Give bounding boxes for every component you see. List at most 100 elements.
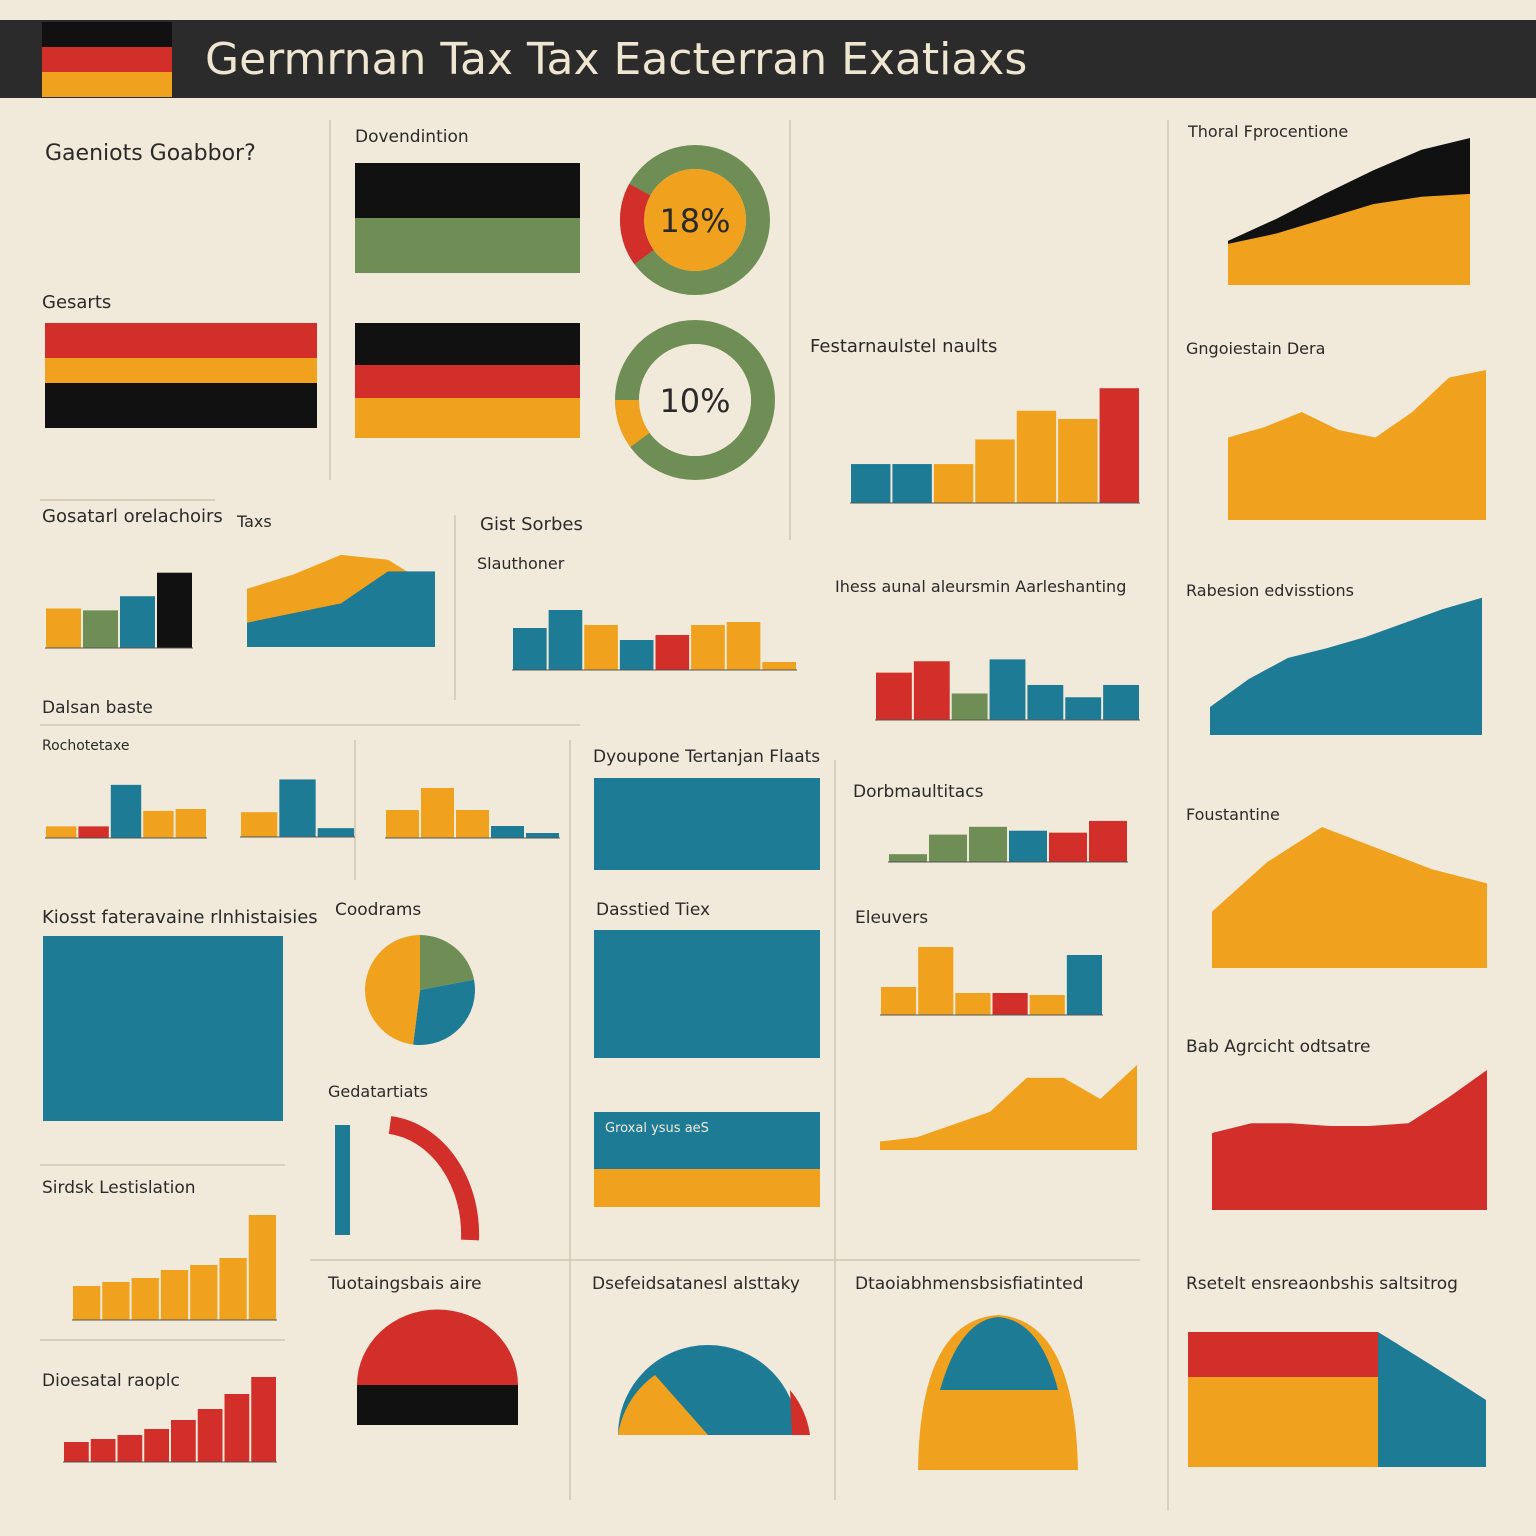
gauge <box>335 1116 480 1241</box>
bar <box>1029 995 1065 1015</box>
area <box>1228 370 1486 520</box>
donut-label: 10% <box>659 382 730 420</box>
heading: Rabesion edvisstions <box>1186 581 1354 600</box>
bar <box>175 809 206 838</box>
donut-label: 18% <box>659 202 730 240</box>
bar <box>929 834 967 862</box>
bar <box>241 812 278 837</box>
bar <box>918 947 954 1015</box>
donut-center <box>644 169 746 271</box>
heading: Gngoiestain Dera <box>1186 339 1325 358</box>
info-box <box>594 930 820 1058</box>
bar <box>951 693 988 720</box>
bar <box>157 572 192 648</box>
bar <box>251 1377 276 1462</box>
bar <box>248 1215 276 1320</box>
dome-flag <box>357 1309 518 1425</box>
bar <box>317 828 354 837</box>
bar <box>224 1394 250 1462</box>
heading: Dyoupone Tertanjan Flaats <box>593 747 820 767</box>
flag-area <box>1188 1332 1486 1467</box>
bar <box>876 672 912 720</box>
info-box <box>43 936 283 1121</box>
bar <box>171 1420 196 1462</box>
bar <box>548 610 583 670</box>
heading: Dtaoiabhmensbsisfiatinted <box>855 1274 1083 1294</box>
bar <box>992 993 1028 1015</box>
bar <box>190 1265 218 1320</box>
heading: Coodrams <box>335 900 421 920</box>
bar <box>913 661 950 720</box>
area <box>247 571 435 647</box>
bar <box>584 625 618 670</box>
heading: Sirdsk Lestislation <box>42 1178 196 1198</box>
bar <box>160 1270 189 1320</box>
bar <box>144 1429 169 1462</box>
bar <box>881 987 917 1015</box>
heading: Gesarts <box>42 292 111 313</box>
bar <box>102 1282 130 1320</box>
bar <box>1099 388 1139 503</box>
bar <box>1089 820 1127 862</box>
bar <box>120 596 155 648</box>
bar <box>851 464 891 503</box>
bar <box>1027 684 1064 720</box>
heading: Taxs <box>236 512 272 531</box>
half-circle <box>618 1345 810 1435</box>
info-box <box>594 778 820 870</box>
area <box>1228 193 1470 285</box>
bar <box>131 1278 159 1320</box>
bar <box>90 1439 116 1462</box>
heading: Gosatarl orelachoirs <box>42 506 223 527</box>
bar <box>78 826 109 838</box>
bar <box>933 464 974 503</box>
bar <box>526 833 559 838</box>
flag-german <box>355 323 580 438</box>
header-title: Germrnan Tax Tax Eacterran Exatiaxs <box>205 34 1027 85</box>
header-flag <box>42 22 172 97</box>
heading: Thoral Fprocentione <box>1187 122 1348 141</box>
bar <box>969 826 1007 862</box>
dome <box>918 1315 1078 1470</box>
split-box <box>594 1112 820 1207</box>
header-bar <box>0 20 1536 98</box>
bar <box>46 826 77 838</box>
bar <box>1049 832 1087 862</box>
heading: Ihess aunal aleursmin Aarleshanting <box>835 577 1126 596</box>
flag-dovendintion <box>355 163 580 273</box>
pie-slice <box>413 979 475 1045</box>
bar <box>1103 684 1139 720</box>
bar <box>219 1258 247 1320</box>
donut-center <box>639 344 751 456</box>
bar <box>83 610 118 648</box>
bar <box>655 635 690 670</box>
bar <box>110 784 142 838</box>
bar <box>619 640 654 670</box>
bar <box>1016 410 1057 503</box>
donut-arc <box>620 183 655 265</box>
bar <box>1009 830 1047 862</box>
bar <box>892 464 932 503</box>
bar <box>1058 418 1098 503</box>
bar <box>691 625 725 670</box>
heading: Dsefeidsatanesl alsttaky <box>592 1274 800 1294</box>
heading: Gedatartiats <box>328 1082 428 1101</box>
heading: Kiosst fateravaine rlnhistaisies <box>42 907 318 928</box>
heading: Slauthoner <box>477 554 565 573</box>
heading: Dorbmaultitacs <box>853 782 984 802</box>
bar <box>197 1409 223 1462</box>
heading: Rochotetaxe <box>42 738 129 754</box>
bar <box>491 826 524 838</box>
heading: Bab Agrcicht odtsatre <box>1186 1037 1370 1057</box>
area <box>1210 597 1482 735</box>
heading: Groxal ysus aeS <box>605 1121 709 1136</box>
heading: Foustantine <box>1186 805 1280 824</box>
bar <box>421 788 454 838</box>
bar <box>762 662 796 670</box>
heading: Festarnaulstel naults <box>810 336 997 357</box>
bar <box>989 659 1026 720</box>
bar <box>726 622 761 670</box>
heading: Dasstied Tiex <box>596 900 710 920</box>
bar <box>117 1435 143 1462</box>
